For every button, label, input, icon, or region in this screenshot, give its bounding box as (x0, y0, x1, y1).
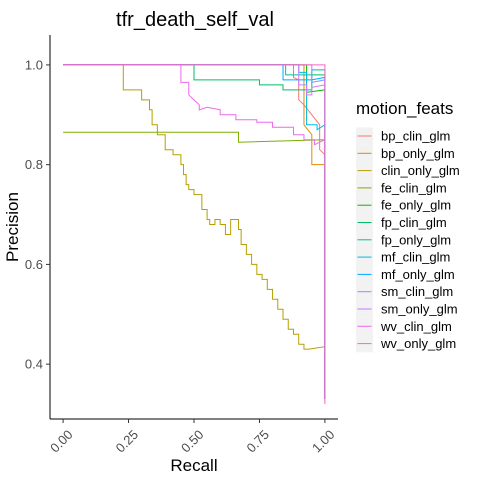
y-tick-label: 0.6 (25, 257, 43, 272)
y-tick-label: 0.8 (25, 157, 43, 172)
x-tick-label: 0.75 (244, 427, 273, 456)
legend-label: bp_only_glm (381, 146, 455, 161)
x-tick-label: 0.25 (113, 427, 142, 456)
x-axis-ticks: 0.00 0.25 0.50 0.75 1.00 (47, 419, 337, 455)
series-line-clin_only_glm (63, 64, 326, 400)
legend-label: wv_only_glm (380, 336, 456, 351)
legend-label: mf_clin_glm (381, 250, 450, 265)
x-tick-label: 0.50 (178, 427, 207, 456)
y-tick-label: 0.4 (25, 357, 43, 372)
series-line-wv_only_glm (63, 64, 326, 405)
legend-label: bp_clin_glm (381, 129, 450, 144)
series-line-fe_only_glm (63, 64, 326, 400)
y-axis-ticks: 0.4 0.6 0.8 1.0 (25, 57, 50, 372)
legend-label: wv_clin_glm (380, 319, 452, 334)
legend-label: mf_only_glm (381, 267, 455, 282)
legend-items: bp_clin_glm bp_only_glm clin_only_glm fe_cl… (356, 127, 460, 353)
series-line-mf_clin_glm (63, 64, 326, 400)
legend-label: fp_clin_glm (381, 215, 447, 230)
series-line-sm_only_glm (63, 64, 326, 400)
legend-title: motion_feats (356, 99, 453, 118)
x-tick-label: 0.00 (47, 427, 76, 456)
legend-label: sm_only_glm (381, 302, 458, 317)
series-line-fp_only_glm (63, 64, 326, 400)
y-axis-title: Precision (3, 192, 22, 262)
series-line-bp_only_glm (63, 64, 326, 400)
legend-label: sm_clin_glm (381, 284, 453, 299)
legend-label: fe_only_glm (381, 198, 451, 213)
series-line-fp_clin_glm (63, 64, 326, 400)
x-axis-title: Recall (170, 456, 217, 475)
series-line-sm_clin_glm (63, 64, 326, 400)
series-line-mf_only_glm (63, 64, 326, 400)
series-line-fe_clin_glm (63, 131, 326, 400)
x-tick-label: 1.00 (309, 427, 338, 456)
chart-title: tfr_death_self_val (116, 9, 274, 31)
legend-label: fp_only_glm (381, 232, 451, 247)
y-tick-label: 1.0 (25, 57, 43, 72)
series-lines (63, 64, 326, 405)
legend-label: clin_only_glm (381, 163, 460, 178)
legend-label: fe_clin_glm (381, 180, 447, 195)
series-line-bp_clin_glm (63, 64, 326, 400)
series-line-wv_clin_glm (63, 64, 326, 400)
legend: motion_feats bp_clin_glm bp_only_glm clin_… (356, 99, 460, 353)
